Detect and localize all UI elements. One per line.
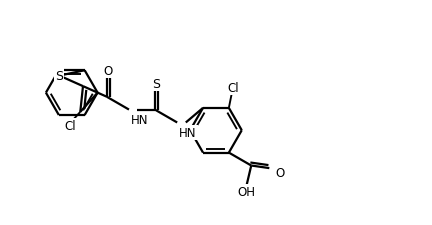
Text: S: S [55, 70, 64, 83]
Text: HN: HN [179, 126, 197, 139]
Text: Cl: Cl [227, 81, 239, 94]
Text: O: O [103, 65, 112, 78]
Text: S: S [152, 77, 160, 90]
Text: Cl: Cl [64, 119, 76, 132]
Text: OH: OH [237, 185, 255, 198]
Text: HN: HN [131, 113, 149, 126]
Text: O: O [276, 166, 285, 179]
